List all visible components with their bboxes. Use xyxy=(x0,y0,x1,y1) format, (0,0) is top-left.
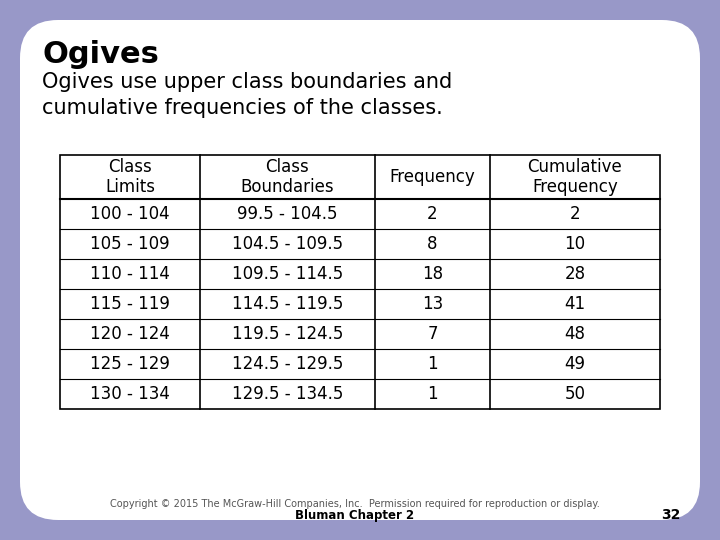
Text: 129.5 - 134.5: 129.5 - 134.5 xyxy=(232,385,343,403)
Text: 13: 13 xyxy=(422,295,443,313)
Text: 110 - 114: 110 - 114 xyxy=(90,265,170,283)
Text: 115 - 119: 115 - 119 xyxy=(90,295,170,313)
Text: 104.5 - 109.5: 104.5 - 109.5 xyxy=(232,235,343,253)
Text: Frequency: Frequency xyxy=(390,168,475,186)
Text: 8: 8 xyxy=(427,235,438,253)
Text: 50: 50 xyxy=(564,385,585,403)
Text: 18: 18 xyxy=(422,265,443,283)
FancyBboxPatch shape xyxy=(20,20,700,520)
Text: 28: 28 xyxy=(564,265,585,283)
Text: 99.5 - 104.5: 99.5 - 104.5 xyxy=(238,205,338,223)
Text: 7: 7 xyxy=(427,325,438,343)
Text: 1: 1 xyxy=(427,355,438,373)
Text: 49: 49 xyxy=(564,355,585,373)
Text: 114.5 - 119.5: 114.5 - 119.5 xyxy=(232,295,343,313)
Text: 2: 2 xyxy=(570,205,580,223)
Text: 41: 41 xyxy=(564,295,585,313)
Text: 1: 1 xyxy=(427,385,438,403)
Text: 119.5 - 124.5: 119.5 - 124.5 xyxy=(232,325,343,343)
Text: Cumulative
Frequency: Cumulative Frequency xyxy=(528,158,622,197)
Text: Class
Boundaries: Class Boundaries xyxy=(240,158,334,197)
Text: 2: 2 xyxy=(427,205,438,223)
Text: Bluman Chapter 2: Bluman Chapter 2 xyxy=(295,509,415,522)
Text: Ogives: Ogives xyxy=(42,40,159,69)
Text: 130 - 134: 130 - 134 xyxy=(90,385,170,403)
Text: 105 - 109: 105 - 109 xyxy=(90,235,170,253)
Text: 125 - 129: 125 - 129 xyxy=(90,355,170,373)
Text: Class
Limits: Class Limits xyxy=(105,158,155,197)
Text: 10: 10 xyxy=(564,235,585,253)
Text: Ogives use upper class boundaries and
cumulative frequencies of the classes.: Ogives use upper class boundaries and cu… xyxy=(42,72,452,118)
Text: 32: 32 xyxy=(661,508,680,522)
Text: Copyright © 2015 The McGraw-Hill Companies, Inc.  Permission required for reprod: Copyright © 2015 The McGraw-Hill Compani… xyxy=(110,499,600,509)
Bar xyxy=(60,155,660,409)
Text: 120 - 124: 120 - 124 xyxy=(90,325,170,343)
Text: 124.5 - 129.5: 124.5 - 129.5 xyxy=(232,355,343,373)
Text: 109.5 - 114.5: 109.5 - 114.5 xyxy=(232,265,343,283)
Text: 48: 48 xyxy=(564,325,585,343)
Text: 100 - 104: 100 - 104 xyxy=(90,205,170,223)
